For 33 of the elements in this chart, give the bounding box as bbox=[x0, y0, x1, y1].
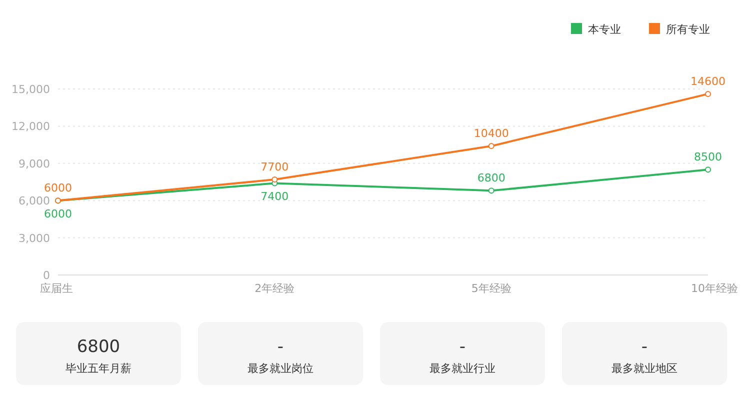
point bbox=[272, 176, 278, 183]
y-tick-label: 15,000 bbox=[12, 83, 50, 96]
x-tick-label: 10年经验 bbox=[691, 282, 738, 295]
point bbox=[705, 90, 711, 97]
data-label: 14600 bbox=[690, 74, 726, 88]
text: 最多就业地区 bbox=[612, 362, 678, 375]
data-label: 6000 bbox=[44, 208, 72, 221]
point bbox=[488, 143, 494, 150]
y-tick-label: 9,000 bbox=[18, 157, 50, 170]
y-tick-label: 12,000 bbox=[12, 120, 50, 134]
text: 最多就业岗位 bbox=[248, 362, 314, 375]
data-label: 6000 bbox=[44, 182, 72, 195]
legend-label: 本专业 bbox=[588, 23, 621, 36]
data-label: 6800 bbox=[477, 172, 506, 185]
y-tick-label: 0 bbox=[43, 269, 50, 282]
x-tick-label: 应届生 bbox=[40, 282, 73, 295]
point bbox=[705, 166, 711, 173]
x-tick-label: 5年经验 bbox=[471, 282, 512, 295]
text: 6800 bbox=[76, 337, 120, 357]
data-label: 7700 bbox=[260, 160, 289, 174]
y-tick-label: 3,000 bbox=[18, 232, 50, 245]
legend-label: 所有专业 bbox=[666, 23, 710, 36]
y-tick-label: 6,000 bbox=[18, 194, 50, 208]
text: 毕业五年月薪 bbox=[66, 362, 132, 375]
x-tick-label: 2年经验 bbox=[254, 282, 295, 295]
data-label: 8500 bbox=[694, 150, 722, 164]
data-label: 7400 bbox=[260, 190, 289, 204]
text: - bbox=[277, 337, 284, 357]
point bbox=[488, 188, 494, 194]
text: - bbox=[459, 337, 466, 357]
text: 最多就业行业 bbox=[430, 362, 496, 375]
text: - bbox=[641, 337, 648, 357]
data-label: 10400 bbox=[474, 127, 509, 140]
